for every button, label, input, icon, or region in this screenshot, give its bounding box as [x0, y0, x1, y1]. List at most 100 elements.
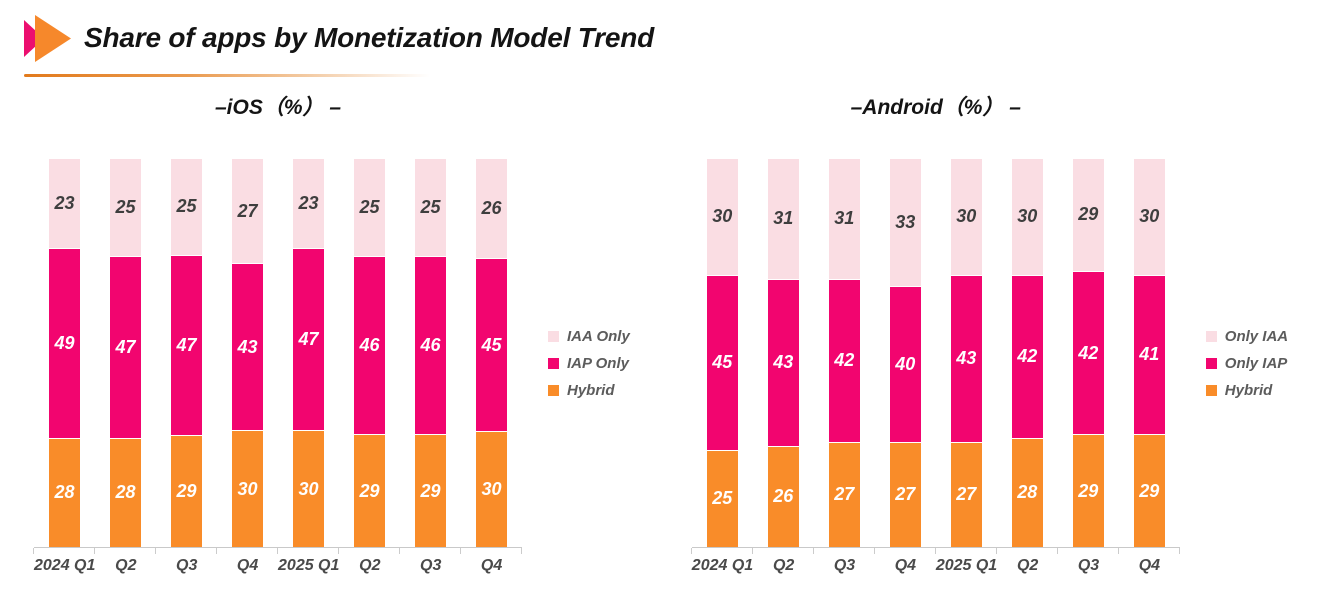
- axis-tick: [873, 548, 875, 554]
- bar-segment: 43: [232, 263, 263, 431]
- bar-value-label: 47: [115, 336, 136, 357]
- bar-value-label: 23: [298, 192, 319, 213]
- bar-segment: 47: [293, 247, 324, 431]
- bar-segment: 30: [1133, 159, 1165, 275]
- bar-value-label: 29: [1078, 480, 1099, 501]
- bar-segment: 31: [828, 159, 860, 279]
- bar-value-label: 26: [481, 198, 502, 219]
- x-axis-label: Q4: [894, 557, 917, 574]
- stacked-bar: 30 41 29: [1133, 159, 1165, 547]
- bar-segment: 28: [1011, 437, 1043, 547]
- bar-segment: 29: [1072, 434, 1104, 547]
- bar-value-label: 25: [359, 196, 380, 217]
- bar-segment: 30: [950, 159, 982, 275]
- axis-tick: [216, 548, 217, 554]
- bar-segment: 26: [767, 445, 799, 547]
- bar-segment: 40: [889, 286, 921, 442]
- axis-tick: [812, 548, 814, 554]
- bar-segment: 26: [476, 159, 507, 259]
- x-axis-label: 2025 Q1: [278, 557, 340, 574]
- chart-android-x-axis: [690, 548, 1180, 554]
- legend-label: Hybrid: [567, 382, 615, 399]
- axis-tick: [338, 548, 339, 554]
- page: Share of apps by Monetization Model Tren…: [24, 15, 1321, 575]
- bar-value-label: 46: [359, 334, 380, 355]
- legend-label: Hybrid: [1224, 382, 1273, 399]
- stacked-bar: 25 46 29: [354, 159, 385, 547]
- bar-value-label: 25: [115, 196, 136, 217]
- bar-value-label: 28: [1017, 482, 1038, 503]
- x-axis-label: Q2: [359, 557, 381, 574]
- bar-value-label: 27: [895, 484, 916, 505]
- stacked-bar: 23 47 30: [293, 159, 324, 547]
- axis-tick: [1117, 548, 1119, 554]
- page-title: Share of apps by Monetization Model Tren…: [84, 22, 654, 53]
- stacked-bar: 30 43 27: [950, 159, 982, 547]
- bar-segment: 33: [889, 159, 921, 287]
- bar-segment: 42: [1072, 270, 1104, 435]
- bar-value-label: 30: [1017, 206, 1038, 227]
- bar-segment: 23: [293, 159, 324, 248]
- stacked-bar: 25 47 28: [110, 159, 141, 547]
- bar-cell: 27 43 30: [217, 159, 278, 547]
- bar-segment: 30: [476, 431, 507, 547]
- stacked-bar: 25 46 29: [415, 159, 446, 547]
- bar-cell: 31 42 27: [814, 159, 875, 547]
- bar-value-label: 29: [176, 481, 197, 502]
- bar-cell: 33 40 27: [875, 159, 936, 547]
- charts-row: –iOS（%） – 23 49 28 25 47 28 25 47 29 27 43 30 23 47 30…: [24, 91, 1321, 575]
- bar-segment: 46: [354, 255, 385, 435]
- bar-value-label: 41: [1139, 344, 1160, 365]
- bar-value-label: 47: [176, 334, 197, 355]
- bar-segment: 46: [415, 255, 446, 435]
- bar-cell: 23 47 30: [278, 159, 339, 547]
- x-axis-label: Q4: [236, 557, 259, 574]
- bar-cell: 30 45 25: [692, 159, 753, 547]
- bar-value-label: 30: [237, 478, 258, 499]
- bar-value-label: 30: [956, 206, 977, 227]
- x-axis-label: Q3: [176, 557, 198, 574]
- bar-segment: 27: [889, 441, 921, 547]
- bar-segment: 29: [354, 434, 385, 547]
- legend-label: Only IAP: [1224, 355, 1288, 372]
- bar-value-label: 45: [481, 334, 502, 355]
- chart-android-x-labels: 2024 Q1 Q2 Q3 Q4 2025 Q1 Q2 Q3 Q4: [692, 557, 1180, 575]
- bar-segment: 27: [828, 441, 860, 547]
- bar-segment: 47: [110, 255, 141, 438]
- stacked-bar: 31 43 26: [767, 159, 799, 547]
- bar-segment: 25: [706, 449, 738, 547]
- bar-segment: 30: [706, 159, 738, 275]
- bar-value-label: 40: [895, 354, 916, 375]
- legend-item: Hybrid: [1205, 382, 1288, 399]
- legend-label: Only IAA: [1224, 328, 1289, 345]
- chart-android-title: –Android（%） –: [850, 96, 1021, 119]
- axis-tick: [934, 548, 936, 554]
- bar-segment: 23: [49, 159, 80, 248]
- axis-tick: [94, 548, 95, 554]
- chart-ios-bars: 23 49 28 25 47 28 25 47 29 27 43 30 23 47 30 25 46 29 25 46…: [34, 159, 522, 547]
- stacked-bar: 33 40 27: [889, 159, 921, 547]
- axis-tick: [460, 548, 461, 554]
- bar-value-label: 30: [298, 478, 319, 499]
- chart-android-body: 30 45 25 31 43 26 31 42 27 33 40 27 30 43 27 30 42 28 29 42…: [690, 159, 1289, 554]
- x-axis-label: Q3: [833, 557, 856, 574]
- chart-ios-x-labels: 2024 Q1 Q2 Q3 Q4 2025 Q1 Q2 Q3 Q4: [34, 557, 522, 575]
- bar-segment: 30: [232, 430, 263, 547]
- bar-value-label: 27: [237, 200, 258, 221]
- bar-segment: 28: [110, 437, 141, 547]
- legend-label: IAA Only: [567, 328, 630, 345]
- chart-ios-plot-area: 23 49 28 25 47 28 25 47 29 27 43 30 23 47 30 25 46 29 25 46…: [33, 159, 522, 554]
- bar-value-label: 31: [773, 208, 794, 229]
- chart-android-legend: Only IAA Only IAP Hybrid: [1205, 328, 1289, 399]
- legend-swatch: [1205, 385, 1217, 396]
- bar-segment: 31: [767, 159, 799, 279]
- legend-item: Only IAP: [1205, 355, 1288, 372]
- bar-value-label: 42: [1078, 342, 1099, 363]
- bar-value-label: 33: [895, 212, 916, 233]
- chart-ios-x-axis: [33, 548, 522, 554]
- bar-segment: 25: [110, 159, 141, 256]
- axis-tick: [155, 548, 156, 554]
- legend-swatch: [548, 331, 559, 342]
- bar-segment: 43: [950, 274, 982, 442]
- legend-label: IAP Only: [567, 355, 629, 372]
